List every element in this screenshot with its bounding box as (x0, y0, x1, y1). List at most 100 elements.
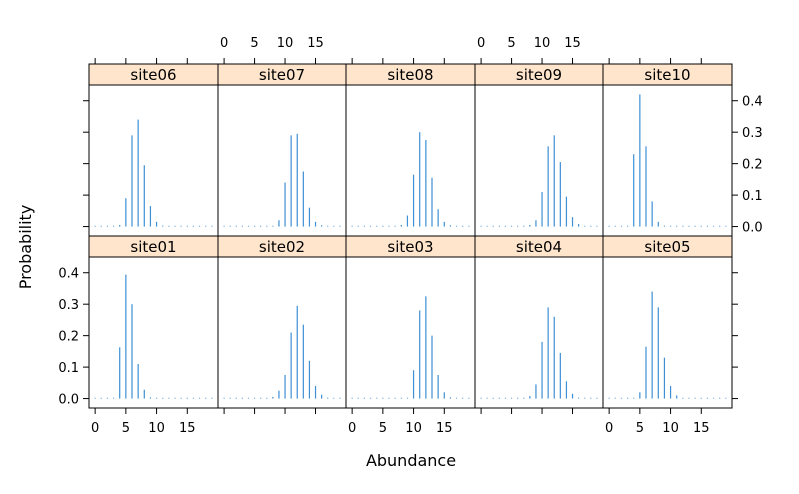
bar-site10-x19 (725, 225, 727, 227)
bar-site07-x1 (229, 225, 231, 227)
bar-site02-x18 (333, 397, 335, 399)
y-tick-label-right: 0.1 (742, 189, 763, 204)
bar-site10-x5 (639, 94, 641, 227)
bar-site10-x2 (620, 225, 623, 227)
bar-site09-x12 (553, 135, 555, 227)
y-tick-label: 0.2 (58, 330, 79, 345)
strip-background (89, 64, 218, 85)
y-tick-label-right: 0.0 (742, 221, 763, 236)
strip-label: site07 (259, 66, 305, 84)
bar-site10-x17 (712, 225, 715, 227)
strip-label: site06 (130, 66, 176, 84)
bar-site04-x3 (498, 397, 500, 399)
bar-site07-x14 (308, 207, 311, 227)
bar-site01-x14 (180, 397, 182, 399)
strip-background (603, 236, 732, 257)
bar-site04-x8 (529, 396, 531, 399)
bar-site04-x18 (590, 397, 592, 399)
bar-site10-x9 (663, 225, 666, 227)
bar-site07-x6 (260, 225, 262, 227)
bar-site10-x18 (719, 225, 721, 227)
bar-site09-x1 (486, 225, 488, 227)
bar-site03-x16 (449, 397, 452, 399)
x-tick-label-top: 10 (534, 36, 551, 51)
panel-border (345, 235, 476, 409)
panel-border (474, 63, 604, 237)
bar-site01-x9 (149, 397, 152, 399)
x-tick-label: 10 (148, 421, 165, 436)
panel-border (88, 63, 219, 237)
bar-site01-x16 (192, 397, 195, 399)
bar-site08-x7 (394, 225, 396, 227)
x-tick-label: 10 (405, 421, 422, 436)
bar-site05-x16 (706, 397, 709, 399)
bar-site08-x2 (363, 225, 366, 227)
bar-site09-x3 (498, 225, 500, 227)
bar-site10-x13 (688, 225, 690, 227)
bar-site10-x14 (694, 225, 696, 227)
bar-site05-x8 (657, 307, 659, 399)
bar-site07-x10 (284, 182, 286, 227)
bar-site08-x6 (388, 225, 390, 227)
bar-site07-x13 (302, 171, 304, 227)
bar-site10-x0 (608, 225, 610, 227)
bar-site10-x6 (645, 146, 647, 227)
bar-site08-x1 (357, 225, 359, 227)
bar-site05-x5 (639, 392, 641, 399)
bar-site04-x17 (584, 397, 586, 399)
x-tick-label-top: 15 (564, 36, 581, 51)
x-tick-label: 5 (636, 421, 644, 436)
bar-site03-x5 (382, 397, 384, 399)
bar-site03-x12 (425, 296, 427, 399)
bar-site06-x15 (186, 225, 188, 227)
panel-site10: site10 (602, 63, 733, 237)
bar-site03-x10 (412, 370, 415, 399)
bar-site04-x10 (541, 341, 543, 399)
bar-site08-x12 (425, 140, 427, 227)
bar-site05-x17 (712, 397, 715, 399)
bar-site10-x7 (651, 201, 653, 227)
bar-site03-x1 (357, 397, 359, 399)
bar-site01-x18 (205, 397, 207, 399)
y-tick-label: 0.3 (58, 298, 79, 313)
strip-label: site10 (644, 66, 690, 84)
strip-background (346, 236, 475, 257)
bar-site01-x10 (155, 397, 158, 399)
bar-site06-x6 (131, 135, 133, 227)
bar-site01-x2 (106, 397, 109, 399)
bar-site09-x0 (480, 225, 482, 227)
bar-site07-x0 (223, 225, 225, 227)
x-tick-label-top: 10 (277, 36, 294, 51)
bar-site07-x8 (272, 225, 274, 227)
bar-site05-x18 (719, 397, 721, 399)
bar-site08-x4 (376, 225, 378, 227)
strip-label: site02 (259, 238, 305, 256)
bar-site09-x18 (590, 225, 592, 227)
panel-border (345, 63, 476, 237)
bar-site02-x11 (290, 332, 292, 399)
bar-site10-x1 (614, 225, 616, 227)
bar-site04-x11 (547, 307, 549, 399)
bar-site02-x12 (296, 305, 298, 399)
x-tick-label-top: 5 (507, 36, 515, 51)
bar-site06-x7 (137, 119, 139, 227)
bar-site01-x5 (125, 274, 127, 399)
bar-site04-x19 (596, 397, 598, 399)
bar-site03-x19 (468, 397, 470, 399)
bar-site08-x8 (400, 224, 402, 227)
bar-site06-x10 (155, 221, 158, 227)
bar-site03-x18 (462, 397, 464, 399)
bar-site01-x7 (137, 363, 139, 399)
panel-site09: site09 (474, 63, 604, 237)
x-tick-label-top: 0 (220, 36, 228, 51)
bar-site07-x15 (314, 221, 317, 227)
bar-site08-x19 (468, 225, 470, 227)
bar-site06-x17 (198, 225, 201, 227)
panel-border (88, 235, 219, 409)
strip-label: site04 (516, 238, 562, 256)
bar-site07-x11 (290, 135, 292, 227)
bar-site05-x13 (688, 397, 690, 399)
bar-site04-x1 (486, 397, 488, 399)
bar-site06-x0 (94, 225, 96, 227)
y-tick-label-right: 0.3 (742, 126, 763, 141)
